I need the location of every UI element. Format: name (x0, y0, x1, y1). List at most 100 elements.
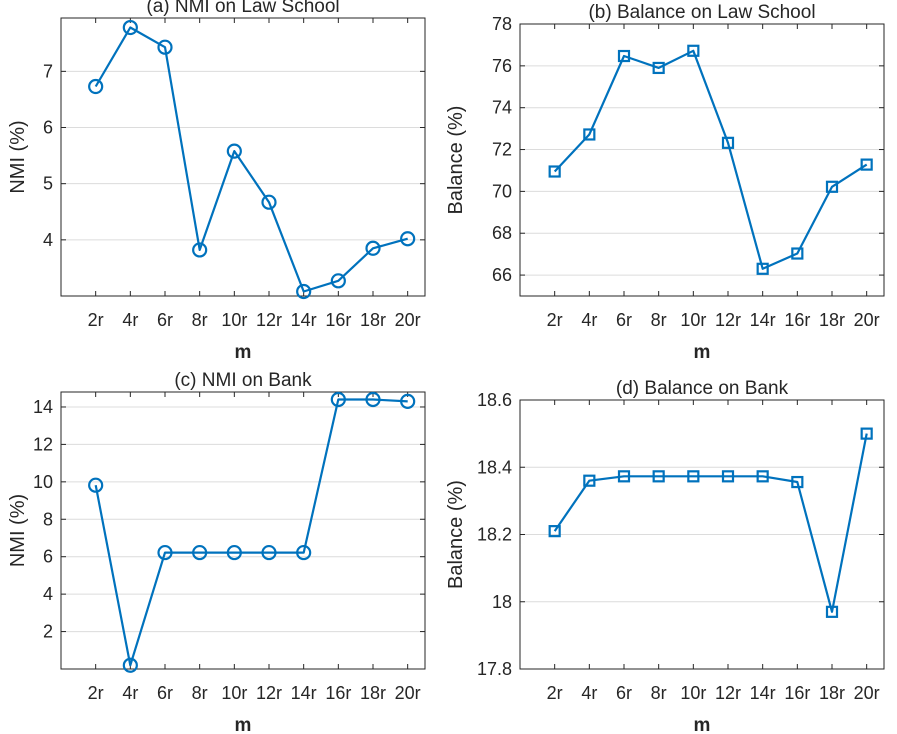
x-tick-label: 18r (819, 310, 845, 330)
x-tick-label: 2r (88, 683, 104, 703)
x-tick-label: 20r (395, 310, 421, 330)
x-tick-label: 4r (581, 310, 597, 330)
plot-frame (519, 23, 885, 297)
y-tick-label: 17.8 (477, 659, 512, 679)
data-point-2r (88, 78, 104, 95)
data-point-4r (583, 128, 596, 141)
data-point-20r (860, 158, 873, 171)
chart-nmi-law-school: 4 5 6 7 2r 4r 6r 8r 10r 12r 14r 16r 18r 20r (a) NMI on… (7, 0, 426, 363)
y-tick-label: 4 (43, 230, 53, 250)
y-tick-label: 18 (492, 592, 512, 612)
x-axis-label: m (694, 715, 711, 734)
x-tick-label: 20r (854, 310, 880, 330)
x-tick-label: 6r (616, 683, 632, 703)
x-tick-label: 14r (291, 310, 317, 330)
data-point-14r (296, 283, 312, 300)
x-tick-label: 18r (360, 310, 386, 330)
y-tick-label: 8 (43, 509, 53, 529)
data-point-10r (226, 544, 242, 561)
series-line (94, 398, 408, 667)
data-point-14r (756, 262, 769, 275)
x-tick-label: 4r (122, 310, 138, 330)
y-tick-label: 18.6 (477, 390, 512, 410)
data-point-10r (226, 143, 242, 159)
data-point-8r (652, 470, 665, 483)
x-axis-label: m (235, 342, 252, 363)
x-tick-label: 16r (784, 310, 810, 330)
x-tick-label: 10r (680, 683, 706, 703)
chart-nmi-bank: 2 4 6 8 10 12 14 2r 4r 6r 8r 10r 12r 14r 16r 18r 20r (c) … (7, 370, 426, 734)
y-tick-label: 6 (43, 118, 53, 138)
chart-balance-bank: 17.8 18 18.2 18.4 18.6 2r 4r 6r 8r 10r 12r 14r 16r 18… (445, 378, 885, 734)
data-point-4r (583, 474, 596, 487)
y-tick-label: 14 (33, 397, 53, 417)
x-tick-label: 4r (122, 683, 138, 703)
plot-frame (60, 391, 426, 670)
y-tick-label: 7 (43, 61, 53, 81)
x-tick-label: 6r (157, 310, 173, 330)
data-point-18r (825, 605, 839, 618)
data-point-6r (617, 49, 631, 63)
y-tick-label: 10 (33, 472, 53, 492)
data-point-2r (548, 525, 561, 538)
data-point-12r (721, 470, 735, 483)
x-tick-label: 16r (784, 683, 810, 703)
series-line (94, 26, 408, 293)
x-tick-label: 4r (581, 683, 597, 703)
y-tick-label: 2 (43, 622, 53, 642)
series-line (553, 49, 868, 270)
x-tick-label: 14r (750, 310, 776, 330)
x-tick-label: 6r (616, 310, 632, 330)
y-tick-label: 4 (43, 584, 53, 604)
data-point-8r (192, 242, 208, 258)
data-point-12r (261, 544, 277, 561)
chart-title: (a) NMI on Law School (146, 0, 339, 17)
data-point-18r (365, 240, 381, 256)
data-point-6r (617, 470, 631, 483)
x-tick-label: 18r (819, 683, 845, 703)
y-axis-label: Balance (%) (445, 106, 467, 215)
x-tick-label: 14r (291, 683, 317, 703)
y-tick-label: 74 (492, 98, 512, 118)
data-point-16r (791, 475, 804, 489)
data-point-2r (88, 477, 104, 493)
y-tick-label: 66 (492, 265, 512, 285)
x-tick-label: 2r (547, 683, 563, 703)
data-point-2r (548, 165, 561, 178)
x-tick-label: 12r (256, 683, 282, 703)
x-tick-label: 2r (547, 310, 563, 330)
x-tick-label: 12r (715, 310, 741, 330)
data-point-10r (687, 44, 700, 57)
chart-title: (d) Balance on Bank (616, 378, 789, 399)
x-tick-label: 16r (325, 310, 351, 330)
x-tick-label: 20r (854, 683, 880, 703)
x-tick-label: 8r (651, 683, 667, 703)
data-point-4r (122, 657, 138, 673)
data-point-10r (687, 470, 700, 483)
data-point-20r (400, 231, 416, 247)
data-point-14r (756, 470, 769, 483)
x-tick-label: 10r (221, 310, 247, 330)
data-point-16r (330, 273, 346, 289)
y-tick-label: 68 (492, 223, 512, 243)
y-axis-label: Balance (%) (445, 480, 467, 589)
chart-title: (c) NMI on Bank (174, 370, 312, 391)
x-tick-label: 8r (192, 683, 208, 703)
data-point-8r (652, 61, 665, 75)
y-axis-label: NMI (%) (7, 120, 29, 193)
x-tick-label: 12r (256, 310, 282, 330)
y-tick-label: 78 (492, 14, 512, 34)
plot-frame (60, 17, 426, 297)
x-tick-label: 10r (221, 683, 247, 703)
y-tick-label: 12 (33, 434, 53, 454)
x-tick-label: 12r (715, 683, 741, 703)
x-tick-label: 14r (750, 683, 776, 703)
data-point-6r (157, 39, 173, 55)
data-point-18r (365, 391, 381, 408)
x-tick-label: 2r (88, 310, 104, 330)
data-point-14r (296, 544, 312, 561)
series-line (553, 433, 868, 613)
x-tick-label: 6r (157, 683, 173, 703)
x-tick-label: 8r (651, 310, 667, 330)
